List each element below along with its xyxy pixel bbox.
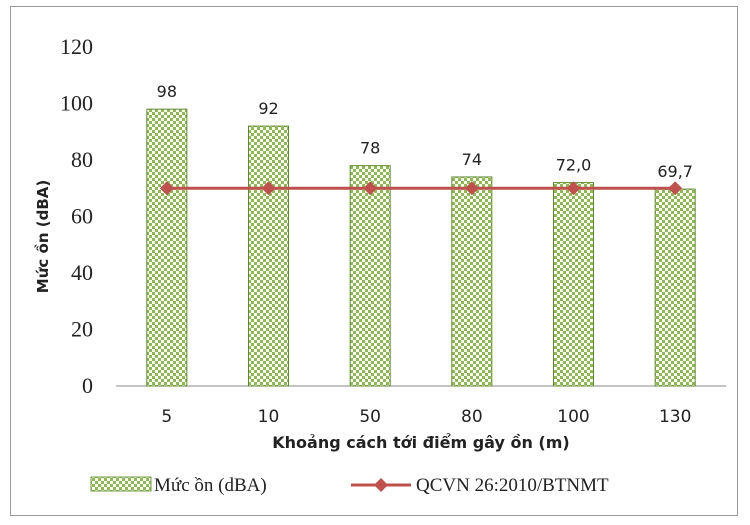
y-tick-label: 40	[71, 260, 93, 285]
threshold-marker	[464, 181, 479, 196]
bar	[553, 182, 594, 387]
y-axis-title: Mức ồn (dBA)	[33, 180, 52, 293]
x-tick-label: 50	[359, 407, 381, 427]
threshold-marker	[261, 181, 276, 196]
legend: Mức ồn (dBA) QCVN 26:2010/BTNMT	[90, 475, 609, 496]
data-label: 78	[360, 139, 380, 158]
x-tick-label: 100	[557, 407, 589, 427]
x-tick-label: 80	[461, 407, 483, 427]
data-labels: 98 92 78 74 72,0 69,7	[157, 82, 693, 181]
bar	[349, 165, 391, 387]
y-tick-label: 80	[71, 147, 93, 172]
legend-bar-label: Mức ồn (dBA)	[154, 475, 267, 496]
legend-bar-swatch	[90, 476, 152, 492]
y-tick-label: 0	[82, 373, 93, 398]
bar	[146, 108, 188, 387]
bar	[451, 176, 493, 387]
data-label: 69,7	[657, 162, 693, 181]
legend-line-marker	[374, 478, 388, 492]
x-tick-label: 5	[161, 407, 172, 427]
y-tick-label: 20	[71, 317, 93, 342]
bar-series	[146, 108, 696, 387]
legend-line-label: QCVN 26:2010/BTNMT	[416, 475, 609, 496]
x-axis-title: Khoảng cách tới điểm gây ồn (m)	[272, 433, 569, 452]
threshold-marker	[566, 181, 581, 196]
data-label: 92	[258, 99, 278, 118]
threshold-marker	[363, 181, 378, 196]
y-tick-label: 60	[71, 204, 93, 229]
x-tick-label: 130	[659, 407, 691, 427]
bar	[248, 125, 289, 387]
threshold-line-series	[159, 181, 683, 196]
y-tick-label: 100	[60, 91, 93, 116]
data-label: 74	[462, 150, 482, 169]
y-tick-label: 120	[60, 34, 93, 59]
x-tick-label: 10	[258, 407, 280, 427]
threshold-marker	[159, 181, 174, 196]
y-axis-ticks: 0 20 40 60 80 100 120	[60, 34, 93, 398]
data-label: 98	[157, 82, 177, 101]
bar-line-chart: 0 20 40 60 80 100 120 98 92 78 74 72,0 69,7 5 10 50 80…	[33, 34, 726, 496]
x-axis-ticks: 5 10 50 80 100 130	[161, 407, 691, 427]
chart-frame: 0 20 40 60 80 100 120 98 92 78 74 72,0 69,7 5 10 50 80…	[10, 6, 738, 516]
data-label: 72,0	[556, 156, 592, 175]
threshold-marker	[668, 181, 683, 196]
bar	[654, 188, 696, 387]
